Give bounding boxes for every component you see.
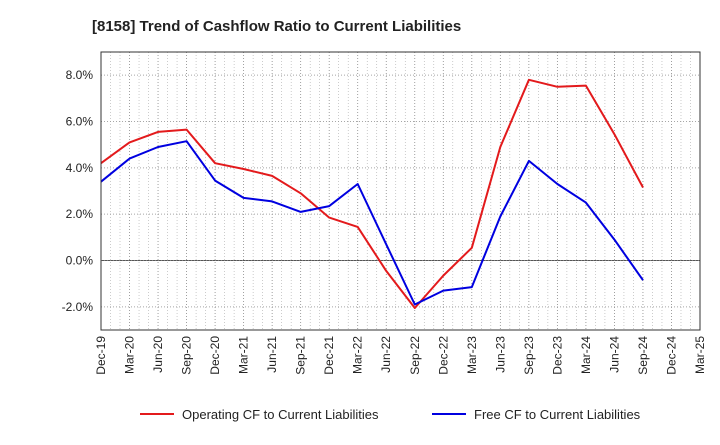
plot-frame xyxy=(100,51,701,331)
x-tick-label: Mar-21 xyxy=(237,336,251,374)
x-tick-label: Dec-21 xyxy=(322,336,336,375)
legend-label-2: Free CF to Current Liabilities xyxy=(474,407,641,422)
x-tick-label: Dec-24 xyxy=(664,336,678,375)
x-tick-label: Mar-23 xyxy=(465,336,479,374)
x-tick-label: Sep-22 xyxy=(408,336,422,375)
x-tick-label: Sep-23 xyxy=(522,336,536,375)
series-lines xyxy=(100,78,644,309)
x-tick-label: Mar-22 xyxy=(351,336,365,374)
x-tick-label: Dec-19 xyxy=(94,336,108,375)
x-tick-label: Mar-24 xyxy=(579,336,593,374)
x-axis-ticks: Dec-19 Mar-20 Jun-20 Sep-20 Dec-20 Mar-21 Jun-… xyxy=(94,336,707,375)
x-tick-label: Dec-22 xyxy=(436,336,450,375)
x-tick-label: Sep-20 xyxy=(180,336,194,375)
x-tick-label: Jun-23 xyxy=(493,336,507,373)
y-tick-label: 8.0% xyxy=(66,68,94,82)
chart-title: [8158] Trend of Cashflow Ratio to Curren… xyxy=(92,18,461,35)
x-tick-label: Mar-25 xyxy=(693,336,707,374)
x-tick-label: Jun-22 xyxy=(379,336,393,373)
legend: Operating CF to Current Liabilities Free … xyxy=(140,407,641,422)
grid xyxy=(100,52,701,330)
x-tick-label: Jun-20 xyxy=(151,336,165,373)
y-tick-label: 4.0% xyxy=(66,161,94,175)
x-tick-label: Jun-21 xyxy=(265,336,279,373)
y-tick-label: 2.0% xyxy=(66,207,94,221)
x-tick-label: Sep-24 xyxy=(636,336,650,375)
x-tick-label: Dec-20 xyxy=(208,336,222,375)
y-tick-label: -2.0% xyxy=(62,300,94,314)
series-line-2 xyxy=(100,140,644,306)
y-tick-label: 0.0% xyxy=(66,254,94,268)
x-tick-label: Jun-24 xyxy=(607,336,621,373)
y-tick-label: 6.0% xyxy=(66,115,94,129)
series-line-1 xyxy=(100,78,644,309)
legend-label-1: Operating CF to Current Liabilities xyxy=(182,407,379,422)
x-tick-label: Mar-20 xyxy=(123,336,137,374)
y-axis-ticks: -2.0% 0.0% 2.0% 4.0% 6.0% 8.0% xyxy=(62,68,94,314)
x-tick-label: Sep-21 xyxy=(294,336,308,375)
x-tick-label: Dec-23 xyxy=(550,336,564,375)
